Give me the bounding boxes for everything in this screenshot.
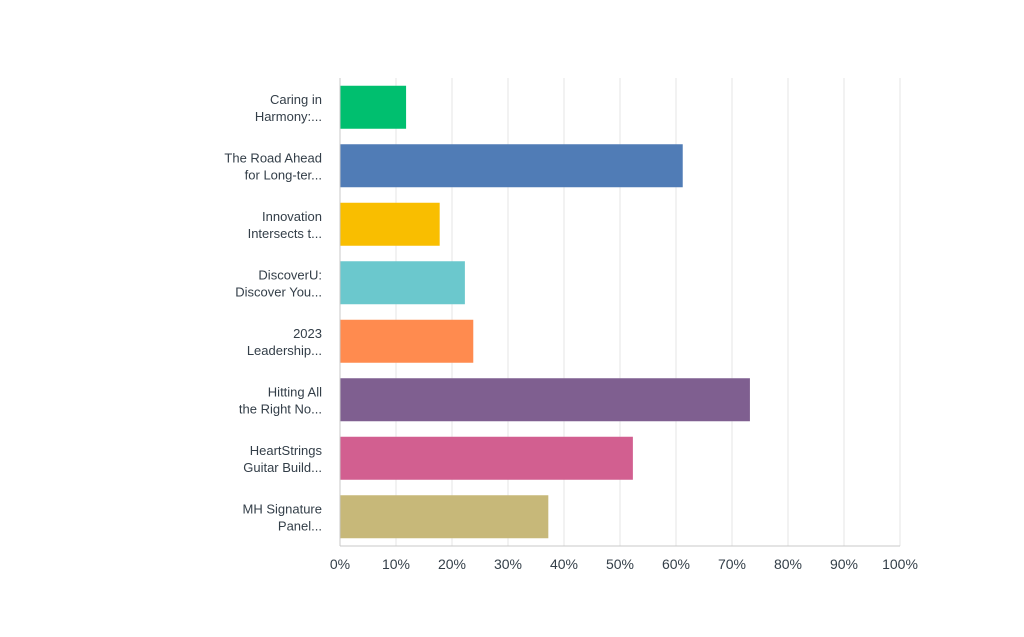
x-tick-label: 10% [382,556,410,572]
category-label-line: the Right No... [239,401,322,416]
category-labels: Caring in Harmony:... The Road Ahead for Lo… [224,92,322,534]
category-label-line: HeartStrings [250,443,323,458]
axes [339,78,900,547]
category-label-line: Hitting All [268,384,322,399]
x-tick-label: 100% [882,556,918,572]
category-label: MH Signature Panel... [243,501,322,533]
x-tick-label: 0% [330,556,350,572]
category-label: Caring in Harmony:... [255,92,322,124]
category-label-line: Intersects t... [248,226,322,241]
bar[interactable] [340,436,633,480]
category-label-line: MH Signature [243,501,322,516]
x-tick-label: 20% [438,556,466,572]
category-label: 2023 Leadership... [247,326,322,358]
category-label-line: DiscoverU: [258,267,322,282]
category-label: Hitting All the Right No... [239,384,322,416]
x-tick-label: 90% [830,556,858,572]
category-label-line: Innovation [262,209,322,224]
x-tick-label: 40% [550,556,578,572]
x-tick-label: 50% [606,556,634,572]
bar[interactable] [340,378,750,422]
bar[interactable] [340,144,683,188]
category-label-line: The Road Ahead [224,150,322,165]
x-tick-label: 80% [774,556,802,572]
bar[interactable] [340,495,549,539]
category-label: The Road Ahead for Long-ter... [224,150,322,182]
category-label-line: Panel... [278,518,322,533]
category-label-line: Harmony:... [255,109,322,124]
category-label: Innovation Intersects t... [248,209,322,241]
category-label-line: Guitar Build... [243,460,322,475]
category-label-line: Caring in [270,92,322,107]
bar[interactable] [340,85,407,129]
bar[interactable] [340,261,465,305]
category-label-line: 2023 [293,326,322,341]
category-label-line: Leadership... [247,343,322,358]
x-tick-labels: 0% 10% 20% 30% 40% 50% 60% 70% 80% 90% 100% [330,556,918,572]
category-label: HeartStrings Guitar Build... [243,443,322,475]
x-tick-label: 70% [718,556,746,572]
category-label: DiscoverU: Discover You... [235,267,322,299]
bar[interactable] [340,202,440,246]
x-tick-label: 30% [494,556,522,572]
bars [340,85,750,539]
bar[interactable] [340,319,474,363]
x-tick-label: 60% [662,556,690,572]
category-label-line: Discover You... [235,284,322,299]
category-label-line: for Long-ter... [245,167,322,182]
